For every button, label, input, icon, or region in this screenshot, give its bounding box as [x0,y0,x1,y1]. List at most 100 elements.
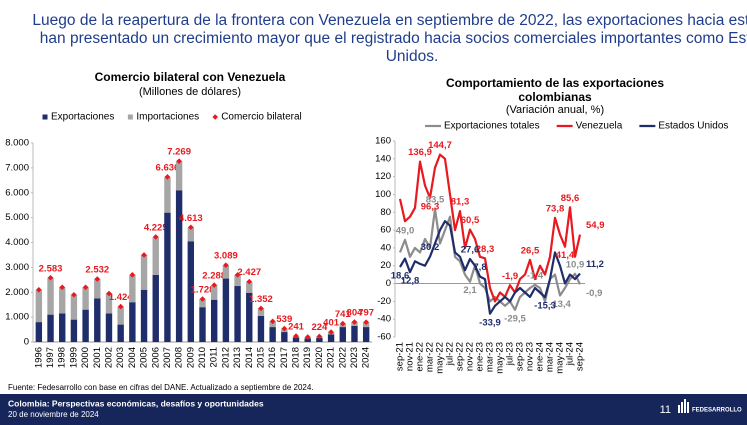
legend-label: Importaciones [136,112,199,123]
y-tick-label: 1.000 [5,312,29,323]
bar-segment [35,289,43,323]
bar-segment [152,236,159,275]
data-label: 2,1 [463,285,477,296]
data-label: 83,5 [426,195,445,206]
x-tick-label: 2013 [232,347,243,368]
data-label: 1.728 [191,285,215,296]
legend-marker [212,114,218,120]
total-marker [176,158,182,164]
bar-segment [47,314,54,342]
bar-segment [316,337,323,342]
total-marker [117,303,124,310]
legend-swatch [127,114,133,120]
data-label: 804 [347,308,364,319]
data-label: 81,3 [451,197,470,208]
bar-segment [210,285,218,300]
x-tick-label: 1997 [45,347,56,368]
x-tick-label: nov-23 [525,342,536,371]
bar-segment [257,315,265,342]
data-label: 7.269 [167,147,191,158]
data-label: -1,4 [527,270,544,281]
x-tick-label: 1998 [57,347,68,368]
y-tick-label: 4.000 [5,237,29,248]
y-tick-label: -60 [377,332,391,343]
bar-segment [59,313,66,342]
bar-segment [94,298,101,342]
data-label: 2.427 [237,267,261,278]
data-label: 26,5 [521,245,540,256]
x-tick-label: 2020 [314,347,325,368]
bar-segment [164,176,171,213]
bar-segment [234,274,241,287]
data-label: 30,2 [421,242,440,253]
data-label: 144,7 [428,140,452,151]
x-tick-label: 2005 [139,347,150,368]
bar-segment [187,227,195,242]
y-tick-label: -40 [377,314,391,325]
total-marker [328,329,334,335]
bar-segment [70,319,78,342]
total-marker [188,224,194,231]
data-label: 741 [335,309,352,320]
x-tick-label: 2018 [291,347,302,368]
source-note: Fuente: Fedesarrollo con base en cifras … [8,383,314,392]
total-marker [59,284,66,291]
x-tick-label: mar-22 [425,342,436,372]
x-tick-label: 2010 [197,347,208,368]
bar-segment [175,161,183,191]
bar-segment [281,332,288,342]
bar-segment [152,274,159,342]
series-line [399,220,581,315]
data-label: 4.613 [179,213,203,224]
x-tick-label: 2001 [92,347,103,368]
data-label: 539 [276,314,292,325]
bar-segment [105,313,113,342]
chart-title: colombianas [518,90,592,104]
legend-label: Estados Unidos [658,121,728,132]
x-tick-label: ene-23 [475,342,486,372]
data-label: -33,9 [479,317,501,328]
legend-label: Venezuela [576,121,623,132]
total-marker [363,319,369,325]
y-tick-label: 160 [375,136,391,147]
legend-label: Comercio bilateral [221,112,302,123]
x-tick-label: 2007 [162,347,173,368]
y-tick-label: 100 [375,189,391,200]
x-tick-label: 2023 [349,347,360,368]
x-tick-label: sep-24 [575,342,586,371]
y-tick-label: 0 [386,278,391,289]
data-label: 3.089 [214,251,238,262]
y-tick-label: 3.000 [5,262,29,273]
data-label: 136,9 [408,147,432,158]
x-tick-label: 2000 [80,347,91,368]
footer-title: Colombia: Perspectivas económicas, desaf… [8,398,264,408]
total-marker [199,296,206,302]
total-marker [129,272,136,278]
data-label: -0,9 [586,288,602,299]
y-tick-label: 60 [380,225,391,236]
x-tick-label: nov-21 [405,342,416,371]
bar-segment [304,338,311,342]
legend-label: Exportaciones totales [444,121,540,132]
x-tick-label: 1996 [33,347,44,368]
bar-segment [47,277,54,315]
total-marker [152,234,159,240]
data-label: 6.636 [156,162,180,173]
bar-segment [187,241,195,342]
x-tick-label: ene-22 [415,342,426,372]
x-tick-label: 2022 [337,347,348,368]
bar-segment [105,293,113,314]
x-tick-label: 1999 [68,347,79,368]
x-tick-label: 2008 [174,347,185,368]
data-label: 49,0 [396,225,415,236]
total-marker [164,174,171,180]
total-marker [223,262,229,268]
y-tick-label: 40 [380,242,391,253]
x-tick-label: sep-23 [515,342,526,371]
footer-band [0,394,747,425]
bar-segment [269,327,276,342]
chart-title: Comportamiento de las exportaciones [446,76,664,90]
total-marker [304,334,311,340]
bar-segment [327,334,335,342]
bar-segment [117,324,124,342]
